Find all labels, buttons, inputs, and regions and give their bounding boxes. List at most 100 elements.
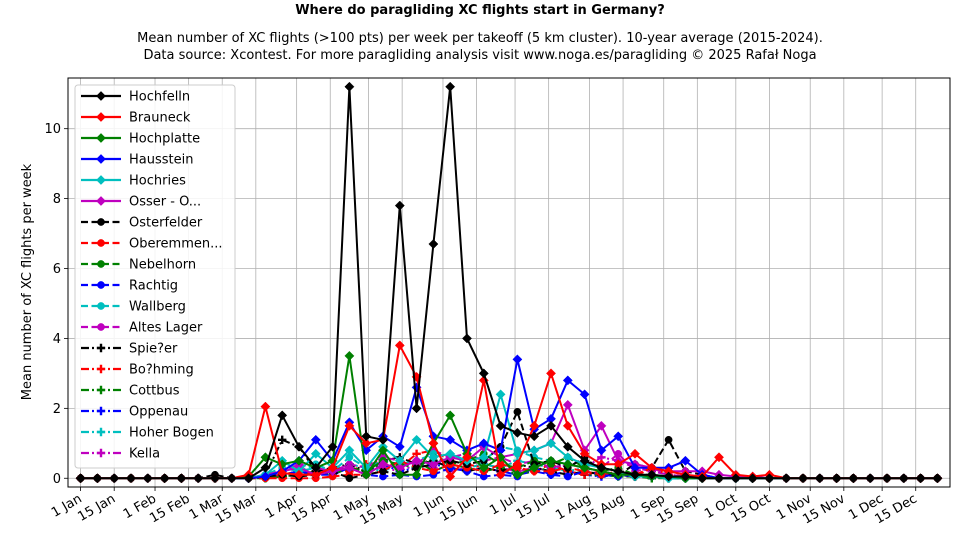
data-point	[781, 473, 792, 484]
legend-marker	[96, 91, 106, 101]
data-point	[394, 340, 405, 351]
data-point	[226, 473, 237, 484]
data-point	[513, 407, 522, 416]
legend-label: Wallberg	[129, 300, 186, 315]
data-point	[278, 435, 287, 445]
data-point	[243, 473, 254, 484]
data-point	[411, 469, 422, 480]
plot-frame	[67, 77, 951, 488]
data-point	[344, 445, 355, 456]
legend-label: Altes Lager	[129, 321, 203, 336]
data-point	[630, 448, 640, 459]
data-point	[260, 401, 271, 412]
legend-item: Hoher Bogen	[81, 426, 214, 441]
data-point	[596, 445, 607, 456]
data-point	[260, 471, 271, 482]
data-point	[529, 462, 540, 473]
legend-label: Osser - O...	[129, 195, 201, 210]
legend-label: Cottbus	[129, 384, 180, 399]
data-point	[411, 403, 422, 414]
data-point	[563, 472, 572, 481]
legend-label: Oppenau	[129, 405, 188, 420]
data-point	[562, 375, 573, 386]
data-point	[445, 448, 456, 459]
legend-marker	[96, 343, 106, 353]
data-point	[495, 420, 506, 431]
data-point	[697, 473, 708, 484]
data-point	[310, 469, 321, 480]
data-point	[159, 473, 170, 484]
data-point	[747, 473, 758, 484]
data-point	[529, 445, 540, 456]
y-tick-label: 6	[53, 262, 61, 277]
legend-label: Hochfelln	[129, 90, 190, 105]
series-layer	[75, 81, 943, 484]
data-point	[210, 473, 220, 484]
legend-marker	[97, 323, 105, 331]
chart-subtitle: Mean number of XC flights (>100 pts) per…	[0, 30, 960, 64]
data-point	[680, 471, 691, 482]
legend-label: Bo?hming	[129, 363, 194, 378]
data-point	[546, 438, 556, 449]
data-point	[630, 469, 640, 480]
legend-marker	[97, 302, 105, 310]
legend-marker	[96, 448, 106, 458]
legend-item: Kella	[81, 447, 160, 462]
data-point	[798, 473, 808, 484]
data-point	[109, 473, 120, 484]
data-point	[529, 431, 540, 442]
data-point	[462, 333, 472, 344]
legend-item: Osterfelder	[81, 216, 203, 231]
x-tick-label: 15 Apr	[289, 491, 334, 526]
legend-label: Hochries	[129, 174, 186, 189]
data-point	[478, 368, 489, 379]
data-point	[361, 438, 372, 449]
data-point	[562, 399, 573, 410]
data-point	[428, 452, 439, 463]
legend-marker	[97, 218, 105, 226]
legend-label: Hausstein	[129, 153, 193, 168]
legend-item: Hochries	[81, 174, 186, 189]
legend-item: Cottbus	[81, 384, 180, 399]
data-point	[462, 452, 472, 463]
data-point	[260, 462, 271, 473]
legend-label: Brauneck	[129, 111, 191, 126]
data-point	[596, 420, 607, 431]
data-point	[277, 410, 288, 421]
legend-item: Oberemmen...	[81, 237, 223, 252]
data-point	[394, 200, 405, 211]
y-tick-label: 0	[53, 472, 61, 487]
y-axis-label: Mean number of XC flights per week	[20, 163, 35, 400]
data-point	[512, 469, 523, 480]
series-line	[80, 85, 938, 480]
data-point	[562, 420, 573, 431]
legend: Hochfelln Brauneck Hochplatte Hausstein Hoch…	[74, 84, 236, 469]
legend-item: Bo?hming	[81, 363, 194, 378]
x-tick-label: 1 Jul	[487, 491, 519, 518]
legend-marker	[96, 406, 106, 416]
data-point	[546, 420, 556, 431]
data-point	[529, 420, 540, 431]
data-point	[579, 462, 590, 473]
data-point	[512, 354, 523, 365]
data-point	[344, 420, 355, 431]
data-point	[193, 473, 204, 484]
data-point	[445, 434, 456, 445]
data-point	[294, 455, 304, 466]
data-point	[310, 462, 321, 473]
y-tick-label: 2	[53, 402, 61, 417]
data-point	[378, 434, 388, 445]
data-point	[478, 452, 489, 463]
data-point	[75, 473, 86, 484]
data-point	[512, 459, 523, 470]
legend-marker	[96, 133, 106, 143]
legend-label: Osterfelder	[129, 216, 203, 231]
legend-marker	[96, 427, 106, 437]
data-point	[92, 473, 103, 484]
data-point	[512, 427, 523, 438]
data-point	[613, 431, 624, 442]
legend-marker	[96, 154, 106, 164]
data-point	[579, 389, 590, 400]
data-point	[428, 459, 439, 470]
